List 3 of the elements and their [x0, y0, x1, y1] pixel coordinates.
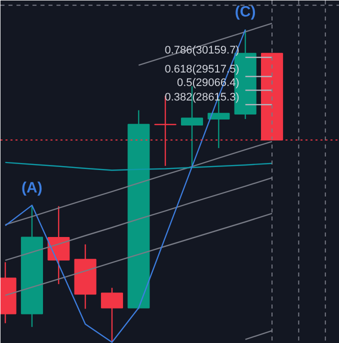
annotation: (C) [234, 4, 256, 21]
annotation: (A) [22, 179, 42, 196]
candlestick [100, 287, 124, 343]
